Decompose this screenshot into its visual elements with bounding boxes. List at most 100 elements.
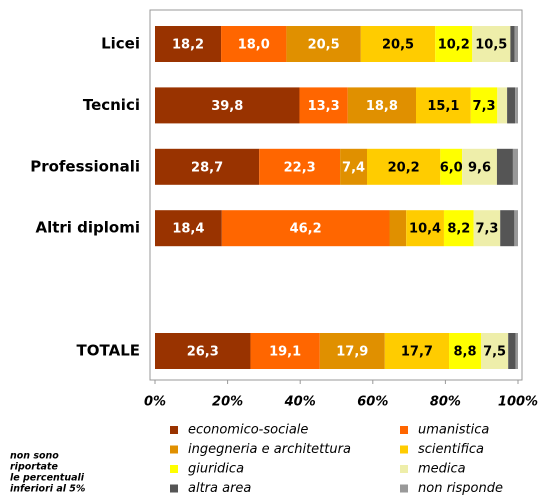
x-tick-label: 0% [144,395,166,410]
value-label: 7,3 [475,222,498,237]
value-label: 10,4 [409,222,441,237]
value-label: 17,9 [336,345,368,360]
bar-segment [415,87,471,124]
bar-segment [155,333,251,369]
legend-swatch [400,484,408,493]
legend-swatch [170,484,178,493]
value-label: 26,3 [187,345,219,360]
bar-segment [470,87,498,124]
value-label: 39,8 [211,99,243,114]
bar-segment [500,210,515,247]
bar-segment [449,333,481,369]
bar-segment [299,87,348,124]
legend-label: medica [418,462,466,477]
x-tick-label: 80% [430,395,461,410]
value-label: 28,7 [191,160,223,175]
value-label: 22,3 [284,160,316,175]
value-label: 7,4 [342,160,365,175]
value-label: 10,2 [438,38,470,53]
category-label: Professionali [30,157,140,175]
bar-segment [440,148,463,185]
bar-segment [221,26,287,62]
bar-segment [384,333,450,369]
category-label: TOTALE [77,342,140,360]
value-label: 18,0 [238,38,270,53]
legend-label: ingegneria e architettura [188,442,351,457]
bar-segment [510,26,515,62]
bar-segment [366,148,441,185]
bar-segment [514,26,518,62]
bar-segment [155,148,260,185]
value-label: 17,7 [401,345,433,360]
bar-segment [473,210,501,247]
bar-segment [389,210,407,247]
value-label: 18,4 [172,222,204,237]
annotation: le percentuali [10,473,85,484]
value-label: 6,0 [440,160,463,175]
bar-segment [360,26,436,62]
x-tick-label: 100% [498,395,538,410]
bar-segment [347,87,416,124]
legend-swatch [170,465,178,473]
x-tick-label: 40% [284,395,316,410]
x-tick-label: 20% [212,395,243,410]
value-label: 18,2 [172,38,204,53]
bar-segment [250,333,320,369]
value-label: 46,2 [290,222,322,237]
bar-segment [514,210,518,247]
category-label: Altri diplomi [35,219,140,237]
legend-swatch [170,426,178,434]
bar-segment [512,148,518,185]
value-label: 20,5 [382,38,414,53]
bar-segment [515,333,518,369]
value-label: 19,1 [269,345,301,360]
bar-segment [340,148,367,185]
bar-segment [155,87,300,124]
bar-segment [497,87,508,124]
bar-segment [286,26,361,62]
bar-segment [472,26,511,62]
legend-label: economico-sociale [188,423,308,438]
legend-swatch [400,445,408,454]
value-label: 15,1 [427,99,459,114]
plot-frame [149,9,523,381]
bar-segment [319,333,385,369]
bar-segment [221,210,390,247]
bar-segment [155,210,222,247]
bar-segment [515,87,518,124]
bar-segment [462,148,497,185]
legend-swatch [170,445,178,454]
bar-segment [507,87,516,124]
bar-segment [406,210,444,247]
value-label: 20,5 [308,38,340,53]
bar-segment [435,26,473,62]
x-tick-label: 60% [357,395,388,410]
bar-segment [443,210,474,247]
bar-segment [155,26,222,62]
value-label: 7,3 [473,99,496,114]
value-label: 7,5 [483,345,506,360]
legend-label: giuridica [188,462,244,477]
annotation: non sono [10,451,59,462]
bar-segment [480,333,509,369]
legend-label: non risponde [418,481,503,496]
value-label: 18,8 [366,99,398,114]
value-label: 20,2 [388,160,420,175]
legend-swatch [400,465,408,473]
bar-segment [508,333,516,369]
category-label: Licei [101,35,140,53]
legend-label: umanistica [418,423,489,438]
bar-segment [496,148,513,185]
legend-swatch [400,426,408,434]
value-label: 10,5 [475,38,507,53]
legend-label: scientifica [418,442,484,457]
value-label: 13,3 [308,99,340,114]
annotation: inferiori al 5% [10,484,85,495]
category-label: Tecnici [83,96,140,114]
value-label: 8,8 [453,345,476,360]
annotation: riportate [10,462,58,473]
value-label: 8,2 [447,222,470,237]
bar-segment [259,148,341,185]
value-label: 9,6 [468,160,491,175]
